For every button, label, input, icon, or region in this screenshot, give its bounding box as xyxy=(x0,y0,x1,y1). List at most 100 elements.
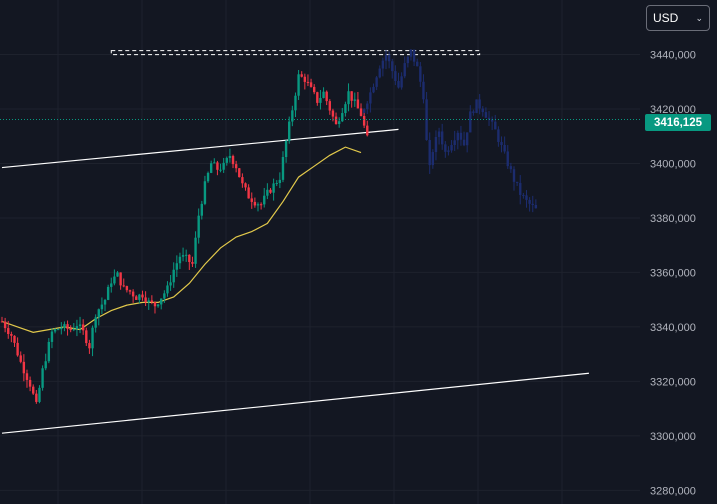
candle-body xyxy=(216,162,219,170)
candle-body xyxy=(366,125,369,136)
projection-body xyxy=(506,151,509,167)
candle-body xyxy=(141,294,144,298)
projection-body xyxy=(416,61,419,67)
candle-body xyxy=(228,155,232,159)
candle-body xyxy=(144,297,147,303)
projection-body xyxy=(366,103,369,110)
projection-body xyxy=(447,150,450,152)
candlestick-series xyxy=(0,69,369,404)
candle-body xyxy=(319,97,322,103)
y-axis[interactable]: 3280,000 3300,000 3320,000 3340,000 3360,000… xyxy=(650,49,696,497)
candle-body xyxy=(334,116,338,125)
currency-label: USD xyxy=(653,11,679,25)
candle-body xyxy=(322,91,325,98)
candle-body xyxy=(22,361,26,374)
projection-body xyxy=(391,61,394,72)
candle-body xyxy=(53,329,57,332)
candle-body xyxy=(78,324,82,327)
candle-body xyxy=(266,189,269,196)
candle-body xyxy=(113,276,116,284)
candle-body xyxy=(278,179,282,183)
candle-body xyxy=(288,121,291,141)
candle-body xyxy=(284,140,288,158)
candle-body xyxy=(181,255,185,257)
projection-body xyxy=(459,132,463,140)
candle-body xyxy=(128,290,132,292)
dashed-range-box[interactable] xyxy=(110,50,481,56)
candle-body xyxy=(316,92,319,103)
candle-body xyxy=(119,272,122,286)
candle-body xyxy=(35,393,38,402)
projection-body xyxy=(487,117,491,120)
projection-body xyxy=(384,54,388,61)
y-tick-label: 3340,000 xyxy=(650,322,696,334)
candle-body xyxy=(244,183,247,188)
candle-body xyxy=(172,269,175,283)
candle-body xyxy=(122,285,125,287)
candle-body xyxy=(153,301,157,307)
candle-body xyxy=(44,361,47,369)
candle-body xyxy=(231,155,235,165)
candle-body xyxy=(0,321,4,323)
candle-body xyxy=(38,387,41,402)
projection-body xyxy=(403,63,406,77)
candle-body xyxy=(63,324,66,328)
projection-body xyxy=(444,144,447,152)
candle-body xyxy=(88,343,91,349)
candle-body xyxy=(69,328,72,331)
candle-body xyxy=(47,341,51,362)
candle-body xyxy=(309,82,313,87)
candle-body xyxy=(110,283,113,287)
projection-body xyxy=(397,81,400,88)
candle-body xyxy=(272,183,275,193)
candle-body xyxy=(116,272,119,277)
candle-body xyxy=(294,95,297,111)
candle-body xyxy=(341,113,344,122)
candle-body xyxy=(166,285,169,294)
candle-body xyxy=(350,91,353,101)
candle-body xyxy=(188,254,191,263)
candle-body xyxy=(206,172,210,182)
projection-body xyxy=(525,195,528,200)
projection-body xyxy=(512,169,516,182)
candle-body xyxy=(347,91,350,105)
candle-body xyxy=(297,74,300,96)
dashed-range-rect xyxy=(110,50,481,56)
candle-body xyxy=(32,386,35,394)
projection-body xyxy=(456,132,460,141)
projection-body xyxy=(481,108,484,113)
projection-body xyxy=(440,131,444,145)
projection-body xyxy=(375,77,378,87)
projection-body xyxy=(528,199,531,204)
candle-body xyxy=(175,263,179,270)
y-tick-label: 3420,000 xyxy=(650,104,696,116)
candle-body xyxy=(234,164,238,169)
projection-body xyxy=(369,92,372,104)
projection-body xyxy=(387,54,391,62)
candle-body xyxy=(356,99,360,109)
projection-body xyxy=(428,140,431,166)
candle-body xyxy=(191,262,194,264)
candle-body xyxy=(213,162,216,164)
trendline xyxy=(1,128,399,169)
projection-body xyxy=(462,139,466,146)
projection-body xyxy=(522,194,525,196)
candle-body xyxy=(135,296,138,300)
candle-body xyxy=(50,331,54,342)
projection-body xyxy=(409,49,413,57)
projection-body xyxy=(422,81,425,100)
candle-body xyxy=(222,162,225,170)
candle-body xyxy=(81,324,85,331)
projection-body xyxy=(531,203,534,206)
candle-body xyxy=(194,237,197,264)
currency-dropdown[interactable]: USD ⌄ xyxy=(646,5,710,31)
projection-body xyxy=(534,205,538,209)
candle-body xyxy=(225,158,228,163)
trendlines[interactable] xyxy=(1,128,589,434)
candle-body xyxy=(291,110,294,122)
candle-body xyxy=(275,182,278,184)
candle-body xyxy=(100,304,104,310)
candle-body xyxy=(300,74,303,77)
